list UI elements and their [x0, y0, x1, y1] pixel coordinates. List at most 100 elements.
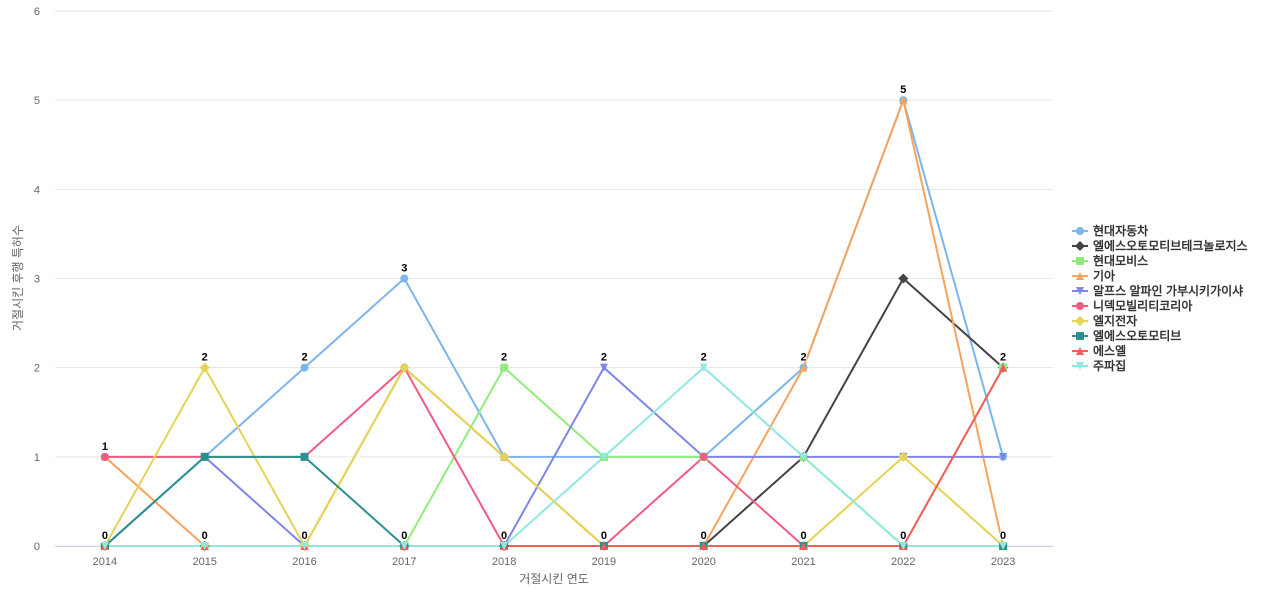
series-lines: [104, 99, 1005, 547]
data-point[interactable]: [699, 542, 708, 550]
data-point[interactable]: [799, 452, 808, 461]
x-tick-label: 2017: [392, 556, 416, 568]
x-tick-label: 2018: [492, 556, 516, 568]
data-point[interactable]: [699, 363, 708, 372]
legend-symbol-icon: [1072, 226, 1088, 235]
legend-item[interactable]: 현대모비스: [1072, 253, 1248, 268]
data-point[interactable]: [100, 452, 109, 461]
data-point[interactable]: [799, 363, 808, 372]
y-tick-label: 1: [34, 452, 40, 464]
x-axis-title: 거절시킨 연도: [519, 572, 589, 586]
legend-item[interactable]: 알프스 알파인 가부시키가이샤: [1072, 283, 1248, 298]
legend-symbol-icon: [1072, 346, 1088, 355]
data-point[interactable]: [300, 363, 309, 372]
data-point[interactable]: [599, 452, 608, 461]
data-label: 5: [900, 84, 906, 96]
data-point[interactable]: [898, 451, 909, 462]
data-point[interactable]: [100, 542, 109, 550]
legend-symbol-icon: [1072, 286, 1088, 295]
legend-label: 현대자동차: [1093, 224, 1149, 238]
legend-symbol-icon: [1072, 315, 1088, 326]
data-point[interactable]: [399, 362, 410, 373]
data-point[interactable]: [599, 363, 608, 372]
y-tick-label: 4: [34, 184, 40, 196]
data-label: 0: [102, 530, 108, 542]
x-tick-label: 2022: [891, 556, 915, 568]
series-line[interactable]: [104, 99, 1005, 547]
data-label: 2: [701, 352, 707, 364]
legend-item[interactable]: 엘지전자: [1072, 313, 1248, 328]
legend-item[interactable]: 니덱모빌리티코리아: [1072, 298, 1248, 313]
data-point[interactable]: [999, 542, 1008, 550]
legend-symbol-icon: [1072, 256, 1088, 265]
data-label: 0: [601, 530, 607, 542]
data-label: 0: [800, 530, 806, 542]
x-tick-label: 2019: [592, 556, 616, 568]
data-point[interactable]: [400, 542, 409, 550]
legend-item[interactable]: 엘에스오토모티브: [1072, 328, 1248, 343]
legend-label: 엘지전자: [1093, 314, 1138, 328]
legend-symbol-icon: [1072, 331, 1088, 340]
data-point[interactable]: [199, 362, 210, 373]
legend-item[interactable]: 엘에스오토모티브테크놀로지스: [1072, 238, 1248, 253]
data-point[interactable]: [499, 451, 510, 462]
y-tick-label: 5: [34, 95, 40, 107]
data-point[interactable]: [500, 363, 509, 372]
x-tick-label: 2016: [292, 556, 316, 568]
data-point[interactable]: [999, 452, 1008, 461]
series-line[interactable]: [104, 366, 1004, 547]
legend-label: 니덱모빌리티코리아: [1093, 299, 1193, 313]
x-tick-label: 2014: [93, 556, 117, 568]
x-tick-label: 2021: [791, 556, 815, 568]
legend-item[interactable]: 주파집: [1072, 358, 1248, 373]
legend-item[interactable]: 에스엘: [1072, 343, 1248, 358]
data-point[interactable]: [899, 542, 908, 550]
legend-label: 엘에스오토모티브테크놀로지스: [1093, 239, 1248, 253]
data-label: 2: [301, 352, 307, 364]
data-label: 0: [501, 530, 507, 542]
legend-symbol-icon: [1072, 301, 1088, 310]
legend-symbol-icon: [1072, 271, 1088, 280]
y-tick-label: 0: [34, 541, 40, 553]
data-point[interactable]: [300, 452, 309, 461]
data-point[interactable]: [898, 273, 909, 284]
chart-legend: 현대자동차 엘에스오토모티브테크놀로지스 현대모비스 기아 알프스 알파인 가부시키가이…: [1072, 223, 1248, 373]
data-label: 0: [301, 530, 307, 542]
data-label: 2: [1000, 352, 1006, 364]
y-tick-label: 2: [34, 363, 40, 375]
y-axis-title: 거절시킨 후행 특허수: [10, 225, 25, 331]
series-line[interactable]: [104, 366, 1004, 547]
data-label: 0: [1000, 530, 1006, 542]
legend-symbol-icon: [1072, 361, 1088, 370]
x-tick-label: 2023: [991, 556, 1015, 568]
data-point[interactable]: [999, 363, 1008, 372]
data-point[interactable]: [799, 542, 808, 550]
data-label: 2: [202, 352, 208, 364]
legend-symbol-icon: [1072, 240, 1088, 251]
legend-item[interactable]: 기아: [1072, 268, 1248, 283]
legend-label: 주파집: [1093, 359, 1127, 373]
data-label: 0: [401, 530, 407, 542]
data-point[interactable]: [699, 452, 708, 461]
data-label: 3: [401, 263, 407, 275]
data-label: 0: [202, 530, 208, 542]
data-point[interactable]: [500, 542, 509, 550]
y-tick-label: 6: [34, 6, 40, 18]
data-label: 2: [501, 352, 507, 364]
x-tick-label: 2020: [691, 556, 715, 568]
data-label: 0: [900, 530, 906, 542]
series-markers: [99, 96, 1009, 551]
data-point[interactable]: [200, 542, 209, 550]
data-point[interactable]: [200, 452, 209, 461]
data-point[interactable]: [300, 542, 309, 550]
y-tick-label: 3: [34, 274, 40, 286]
data-point[interactable]: [899, 96, 908, 105]
data-label: 0: [701, 530, 707, 542]
data-point[interactable]: [400, 274, 409, 283]
legend-item[interactable]: 현대자동차: [1072, 223, 1248, 238]
data-point[interactable]: [599, 542, 608, 550]
x-tick-label: 2015: [192, 556, 216, 568]
legend-label: 알프스 알파인 가부시키가이샤: [1093, 284, 1244, 298]
legend-label: 기아: [1093, 269, 1116, 283]
